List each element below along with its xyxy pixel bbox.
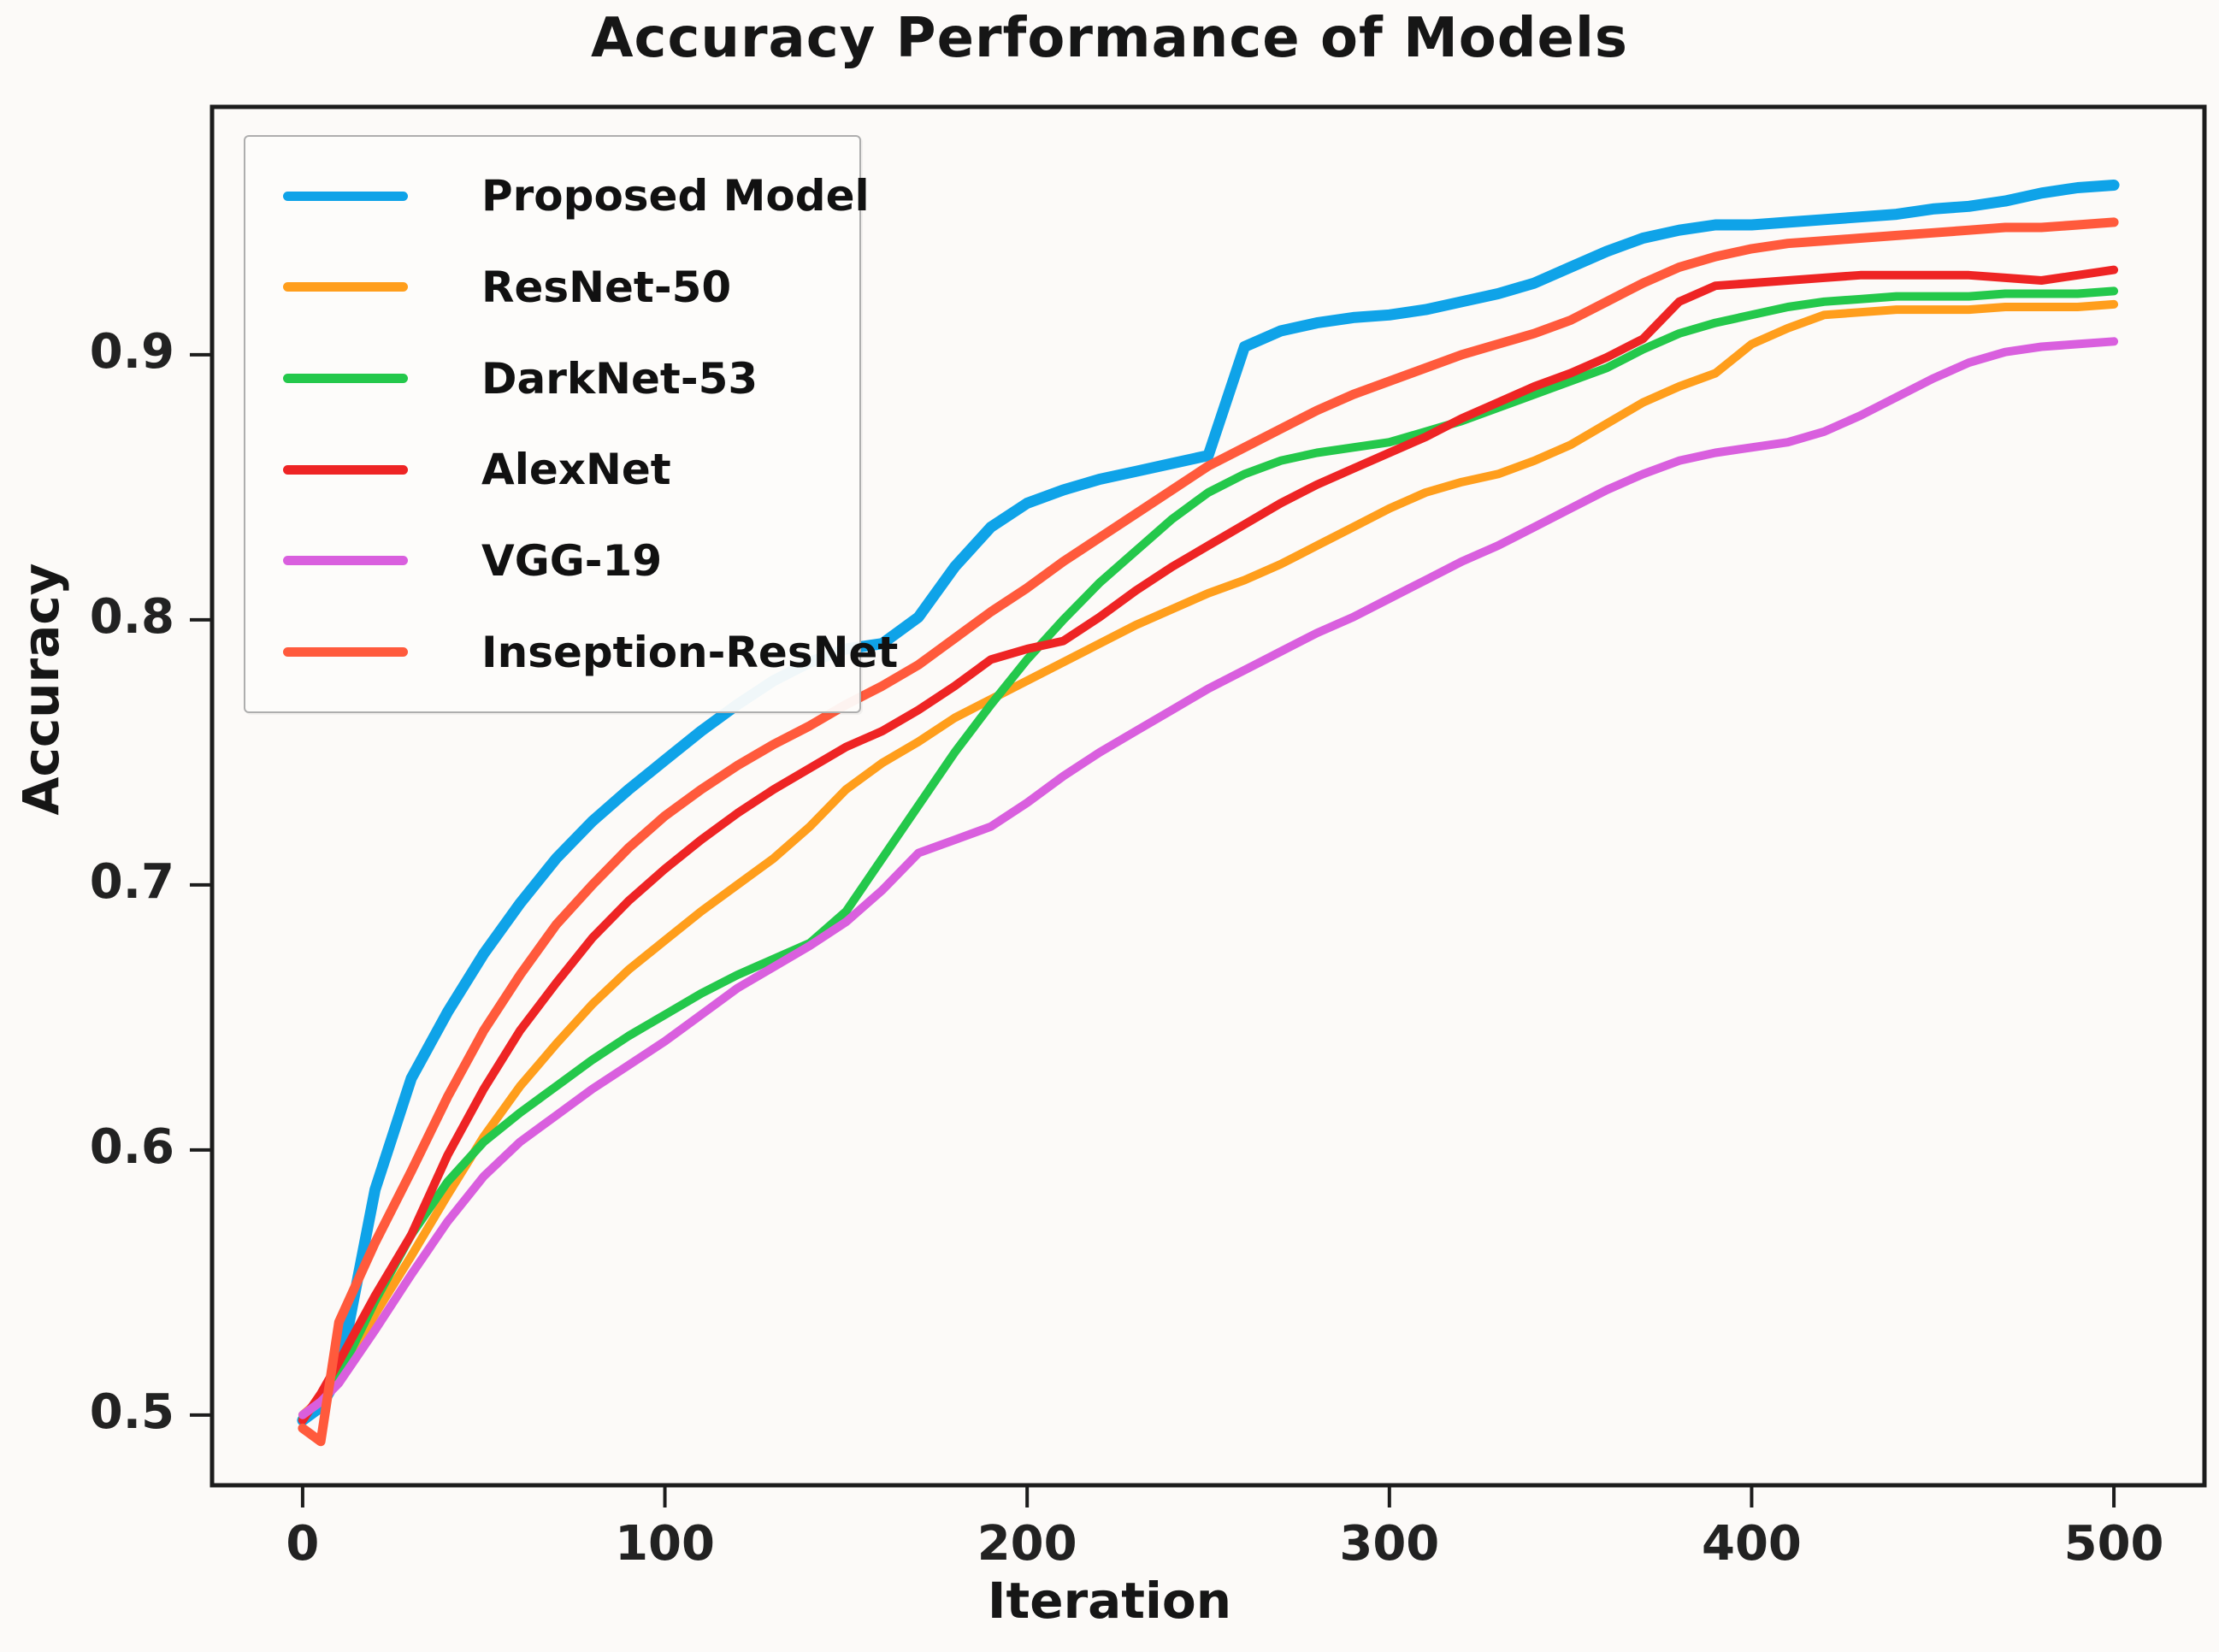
axes-spines [210, 104, 2207, 1488]
x-tick-label: 0 [286, 1516, 320, 1572]
series-line [297, 180, 2120, 1426]
legend-label: ResNet-50 [481, 262, 732, 312]
x-tick-label: 400 [1702, 1516, 1802, 1572]
legend-swatch [283, 556, 408, 566]
x-tick-label: 200 [977, 1516, 1077, 1572]
legend-label: Inseption-ResNet [481, 627, 899, 677]
x-tick-label: 100 [615, 1516, 715, 1572]
series-line [298, 337, 2119, 1419]
y-tick-label: 0.9 [89, 323, 174, 380]
series-line [298, 286, 2119, 1422]
series-line [298, 265, 2119, 1425]
legend-entry: AlexNet [283, 445, 859, 494]
legend-entry: Inseption-ResNet [283, 628, 898, 677]
chart-title: Accuracy Performance of Models [591, 7, 1628, 70]
y-tick-label: 0.5 [89, 1384, 174, 1440]
legend-entry: ResNet-50 [283, 263, 859, 312]
legend-swatch [283, 374, 408, 384]
y-tick-label: 0.7 [89, 853, 174, 910]
series-line [298, 217, 2119, 1447]
x-tick-label: 300 [1339, 1516, 1440, 1572]
legend-entry: DarkNet-53 [283, 354, 859, 404]
legend-label: VGG-19 [481, 535, 663, 586]
y-tick-label: 0.8 [89, 588, 174, 645]
legend-entry: VGG-19 [283, 536, 859, 586]
legend-swatch [283, 647, 408, 658]
x-axis-label: Iteration [987, 1572, 1232, 1630]
legend-label: DarkNet-53 [481, 353, 758, 404]
legend-box: Proposed Model ResNet-50 DarkNet-53 AlexNet… [244, 135, 898, 713]
series-line [298, 299, 2119, 1419]
x-tick-label: 500 [2063, 1516, 2164, 1572]
legend-label: AlexNet [481, 445, 671, 495]
legend-swatch [283, 464, 408, 475]
legend-entry: Proposed Model [283, 171, 870, 221]
legend-swatch [283, 282, 408, 292]
legend-swatch [283, 191, 408, 201]
legend-label: Proposed Model [481, 171, 870, 221]
y-tick-label: 0.6 [89, 1118, 174, 1175]
